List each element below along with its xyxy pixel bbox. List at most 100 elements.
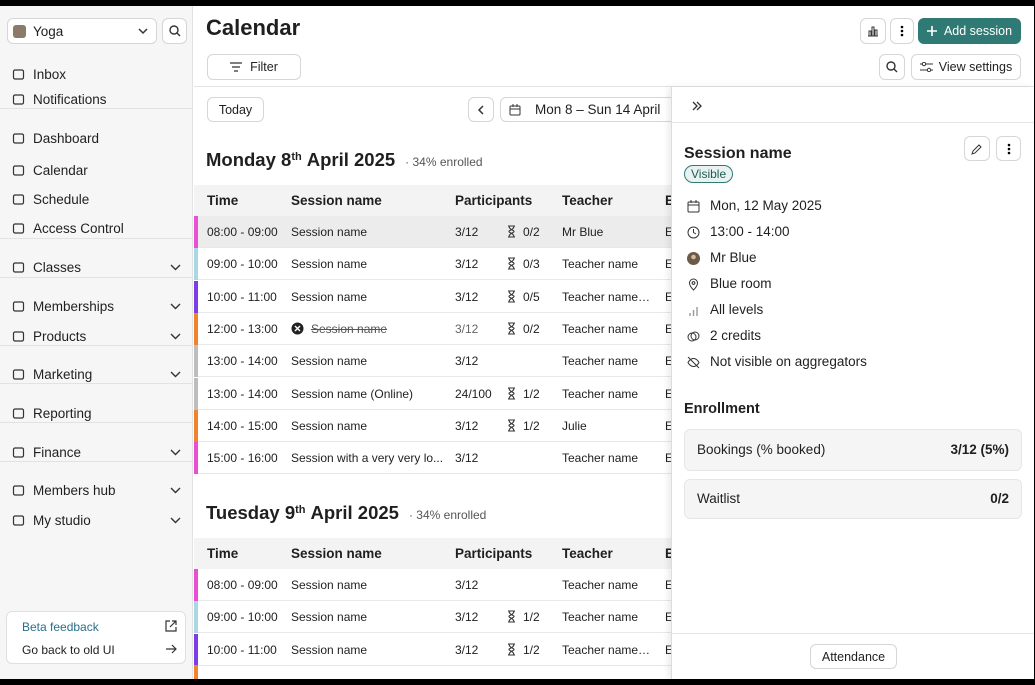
teacher: Mr Blue [562,225,604,239]
column-header: Time [207,193,239,208]
nav-item[interactable]: Calendar [12,160,182,180]
time: 08:00 - 09:00 [207,225,278,239]
teacher: Teacher name [562,610,639,625]
nav-item[interactable]: My studio [12,510,182,530]
search-button[interactable] [162,18,187,44]
nav-item[interactable]: Inbox [12,64,182,84]
session-row[interactable]: 14:00 - 15:00 Session name 3/12 1/2 Julie E [194,409,673,442]
nav-item[interactable]: Classes [12,257,182,277]
session-row[interactable]: 08:00 - 09:00 Session name 3/12 0/2 Mr Blue E [194,216,674,248]
nav-item[interactable]: Access Control [12,218,182,238]
nav-icon [12,164,25,176]
day-title-main: Tuesday 9 [206,502,296,523]
waitlist: 1/2 [523,642,540,657]
date-range[interactable]: Mon 8 – Sun 14 April [500,97,690,122]
nav-item[interactable]: Reporting [12,403,182,423]
panel-more-button[interactable] [996,136,1021,161]
waitlist: 0/3 [523,257,540,272]
column-header: E [665,193,675,208]
add-session-button[interactable]: Add session [918,18,1021,44]
participants: 3/12 [455,354,479,369]
session-row[interactable]: 09:00 - 10:00 Session name 3/12 1/2 Teacher … [194,601,673,634]
session-row[interactable]: 15:00 - 16:00 Session with a very very lo… [194,442,674,475]
time: 13:00 - 14:00 [207,386,278,401]
session-row[interactable]: 13:00 - 14:00 Session name (Online) 24/100… [194,377,673,410]
extra: E [665,642,674,657]
row-color [194,442,198,475]
dots-icon [900,25,904,37]
extra: E [665,451,674,466]
day-title-rest: April 2025 [306,149,396,170]
extra: E [665,321,674,336]
workspace-select[interactable]: Yoga [7,18,157,44]
nav-icon [12,514,25,526]
nav-icon [12,193,25,205]
detail: Mon, 12 May 2025 [710,198,822,213]
collapse-icon[interactable] [692,101,702,111]
extra: E [665,354,674,369]
nav-item[interactable]: Members hub [12,480,182,500]
waitlist: 0/2 [523,225,540,239]
participants: 3/12 [455,225,479,239]
nav-item[interactable]: Marketing [12,364,182,384]
search-sessions-button[interactable] [879,54,905,80]
old-ui-link[interactable]: Go back to old UI [22,643,115,657]
session-row[interactable]: 10:00 - 11:00 Session name 3/12 1/2 Teacher … [194,633,674,666]
teacher: Teacher name [562,354,639,369]
session-row[interactable]: 09:00 - 10:00 Session name 3/12 0/3 Teacher … [194,248,673,281]
chevron [170,517,181,523]
nav-item[interactable]: Schedule [12,189,182,209]
stats-button[interactable] [860,18,886,44]
detail: Mr Blue [710,250,757,265]
time: 15:00 - 16:00 [207,451,278,466]
extra: E [665,225,674,239]
attendance-button[interactable]: Attendance [810,644,897,669]
row-color [194,377,198,410]
column-header: Teacher [562,546,613,561]
feedback-card: Beta feedback Go back to old UI [6,611,186,664]
nav-item[interactable]: Dashboard [12,128,182,148]
row-color [194,248,198,281]
participants: 3/12 [455,578,479,592]
session-name: Session name (Online) [291,386,414,401]
beta-feedback[interactable]: Beta feedback [22,620,99,634]
extra: E [665,578,674,592]
table-header: Time Session name Participants Teacher E [194,185,675,216]
teacher: Teacher name [562,386,639,401]
nav-label: Access Control [33,220,124,236]
participants: 3/12 [455,257,479,272]
view-settings-button[interactable]: View settings [911,54,1021,80]
time: 08:00 - 09:00 [207,578,278,592]
nav-item[interactable]: Notifications [12,89,182,109]
session-row[interactable]: 13:00 - 14:00 Session name 3/12 Teacher nam… [194,345,674,378]
view-settings-label: View settings [938,60,1013,74]
teacher: Teacher name [562,321,639,336]
today-button[interactable]: Today [207,97,264,122]
page-title: Calendar [206,15,301,40]
chevron [170,264,181,270]
table-header: Time Session name Participants Teacher E [194,538,674,569]
nav-label: Reporting [33,405,92,421]
time: 10:00 - 11:00 [207,289,277,304]
enrollment-title: Enrollment [684,401,760,417]
settings-icon [919,62,933,72]
nav-divider [0,108,193,109]
nav-item[interactable]: Products [12,326,182,346]
detail: All levels [710,302,764,317]
nav-item[interactable]: Memberships [12,296,182,316]
prev-button[interactable] [468,97,494,122]
nav-item[interactable]: Finance [12,442,182,462]
more-button[interactable] [890,18,914,44]
nav-label: Marketing [33,366,93,382]
session-row[interactable]: 12:00 - 13:00 Session name 3/12 0/2 Teacher … [194,312,674,345]
participants: 3/12 [455,418,479,433]
row-color [194,601,198,634]
nav-icon [12,407,25,419]
edit-button[interactable] [964,136,990,161]
arrow-icon [166,644,177,654]
session-row[interactable]: 08:00 - 09:00 Session name 3/12 Teacher nam… [194,569,674,601]
session-row[interactable]: 10:00 - 11:00 Session name 3/12 0/5 Teacher … [194,280,673,313]
filter-button[interactable]: Filter [207,54,301,80]
participants: 3/12 [455,451,479,466]
session-name: Session name [291,354,368,369]
